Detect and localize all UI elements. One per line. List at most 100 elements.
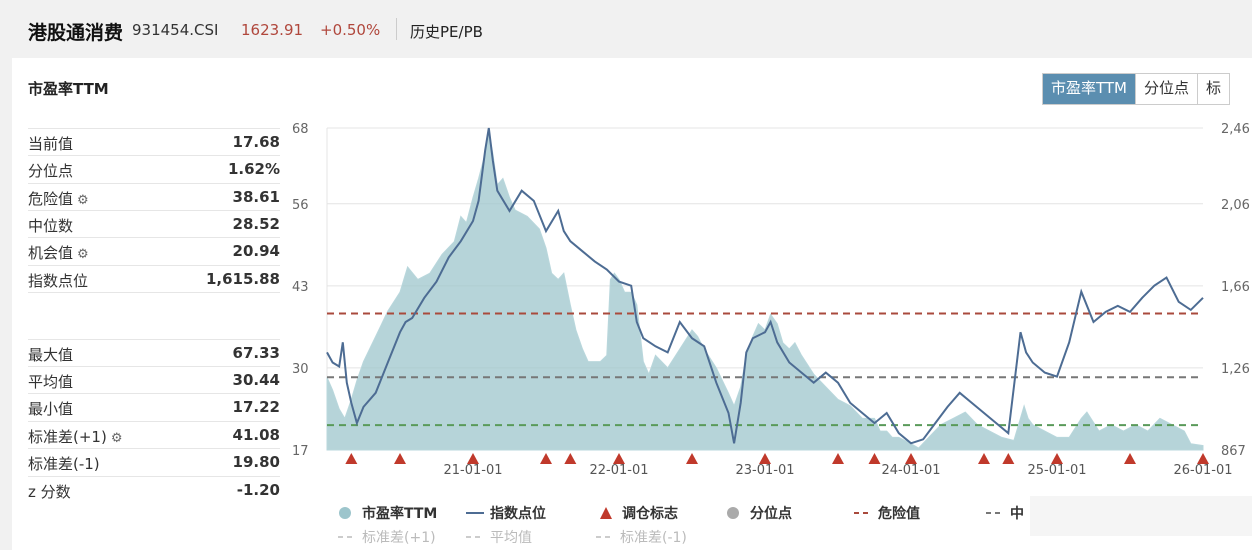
legend-label: 调仓标志 — [622, 505, 678, 522]
stats-divider — [28, 421, 280, 422]
stat-value: 19.80 — [232, 453, 280, 471]
rebalance-marker — [978, 453, 990, 464]
stat-row: 最小值 17.22 — [28, 398, 280, 422]
legend-label: 危险值 — [877, 505, 920, 522]
stat-value: 1,615.88 — [205, 270, 280, 288]
y-right-tick-label: 1,66 — [1221, 280, 1250, 295]
rebalance-marker — [686, 453, 698, 464]
gear-icon[interactable]: ⚙ — [77, 193, 89, 208]
stat-label: 指数点位 — [28, 272, 89, 290]
stat-label: 分位点 — [28, 162, 74, 180]
stat-row: 标准差(+1) ⚙ 41.08 — [28, 426, 280, 450]
x-tick-label: 26-01-01 — [1173, 463, 1232, 478]
y-right-tick-label: 2,06 — [1221, 198, 1250, 213]
stat-row: 分位点 1.62% — [28, 160, 280, 184]
stat-value: 41.08 — [232, 426, 280, 444]
stats-divider — [28, 128, 280, 129]
legend-label: 分位点 — [750, 505, 792, 522]
stats-divider — [28, 237, 280, 238]
rebalance-marker — [759, 453, 771, 464]
stats-divider — [28, 155, 280, 156]
stat-label: z 分数 — [28, 483, 71, 501]
y-left-tick-label: 68 — [292, 122, 309, 137]
segment-percentile[interactable]: 分位点 — [1136, 74, 1199, 104]
stat-row: z 分数 -1.20 — [28, 481, 280, 505]
legend-label: 市盈率TTM — [362, 505, 437, 522]
segment-std[interactable]: 标 — [1206, 79, 1222, 97]
stat-value: 67.33 — [232, 344, 280, 362]
pe-ttm-area — [326, 132, 1204, 451]
rebalance-marker — [1051, 453, 1063, 464]
watermark-overlay — [1030, 496, 1252, 536]
legend-marker — [600, 507, 612, 519]
stat-row: 危险值 ⚙ 38.61 — [28, 188, 280, 212]
y-right-tick-label: 2,46 — [1221, 122, 1250, 137]
legend-item: 危险值 — [854, 505, 920, 522]
stat-value: 1.62% — [227, 160, 280, 178]
rebalance-marker — [832, 453, 844, 464]
stat-row: 当前值 17.68 — [28, 133, 280, 157]
stat-value: 17.22 — [232, 398, 280, 416]
header-bar: 港股通消费 931454.CSI 1623.91 +0.50% 历史PE/PB — [0, 0, 1252, 58]
y-left-tick-label: 30 — [292, 362, 309, 377]
stat-row: 最大值 67.33 — [28, 344, 280, 368]
segment-pe-ttm[interactable]: 市盈率TTM — [1043, 74, 1137, 104]
tab-history-pe-pb[interactable]: 历史PE/PB — [410, 23, 483, 41]
stats-divider — [28, 448, 280, 449]
x-tick-label: 23-01-01 — [735, 463, 794, 478]
stat-label: 最大值 — [28, 346, 74, 364]
x-tick-label: 21-01-01 — [443, 463, 502, 478]
stat-value: 17.68 — [232, 133, 280, 151]
x-tick-label: 25-01-01 — [1027, 463, 1086, 478]
legend-item: 标准差(+1) — [338, 530, 436, 546]
rebalance-marker — [467, 453, 479, 464]
rebalance-marker — [905, 453, 917, 464]
stat-label: 当前值 — [28, 135, 74, 153]
y-left-tick-label: 56 — [292, 198, 309, 213]
legend-label: 平均值 — [490, 530, 532, 546]
y-left-tick-label: 43 — [292, 280, 309, 295]
stat-label: 标准差(-1) — [28, 455, 100, 473]
rebalance-marker — [868, 453, 881, 464]
legend-label: 标准差(+1) — [362, 530, 436, 546]
stats-divider — [28, 210, 280, 211]
legend-label: 标准差(-1) — [620, 530, 687, 546]
header-divider — [396, 18, 397, 40]
gear-icon[interactable]: ⚙ — [110, 431, 123, 446]
stats-divider — [28, 292, 280, 293]
panel-title: 市盈率TTM — [28, 80, 109, 98]
rebalance-marker — [394, 453, 406, 464]
stat-row: 中位数 28.52 — [28, 215, 280, 239]
rebalance-marker — [345, 453, 358, 464]
legend-item: 平均值 — [466, 530, 532, 546]
x-tick-label: 24-01-01 — [881, 463, 940, 478]
legend-item: 标准差(-1) — [596, 530, 687, 546]
rebalance-marker — [613, 453, 625, 464]
stats-divider — [28, 393, 280, 394]
stats-divider — [28, 476, 280, 477]
stats-divider — [28, 339, 280, 340]
legend-item: 调仓标志 — [600, 505, 678, 522]
stat-label: 机会值 ⚙ — [28, 244, 89, 262]
stat-value: 20.94 — [232, 242, 280, 260]
stat-value: 28.52 — [232, 215, 280, 233]
x-tick-label: 22-01-01 — [589, 463, 648, 478]
stat-value: -1.20 — [236, 481, 280, 499]
legend-item: 指数点位 — [466, 505, 546, 522]
stats-divider — [28, 265, 280, 266]
stat-label: 中位数 — [28, 217, 74, 235]
legend-item: 市盈率TTM — [339, 505, 437, 522]
stat-label: 最小值 — [28, 400, 74, 418]
stat-label: 危险值 ⚙ — [28, 190, 89, 208]
stats-divider — [28, 183, 280, 184]
index-price: 1623.91 — [241, 21, 304, 39]
legend-label: 指数点位 — [490, 505, 546, 522]
index-change: +0.50% — [320, 21, 381, 39]
stat-label: 标准差(+1) ⚙ — [28, 428, 123, 446]
index-line — [326, 127, 1204, 445]
rebalance-marker — [1002, 453, 1015, 464]
y-left-tick-label: 17 — [292, 444, 309, 459]
gear-icon[interactable]: ⚙ — [77, 247, 89, 262]
stat-row: 指数点位 1,615.88 — [28, 270, 280, 294]
legend-item: 分位点 — [727, 505, 792, 522]
